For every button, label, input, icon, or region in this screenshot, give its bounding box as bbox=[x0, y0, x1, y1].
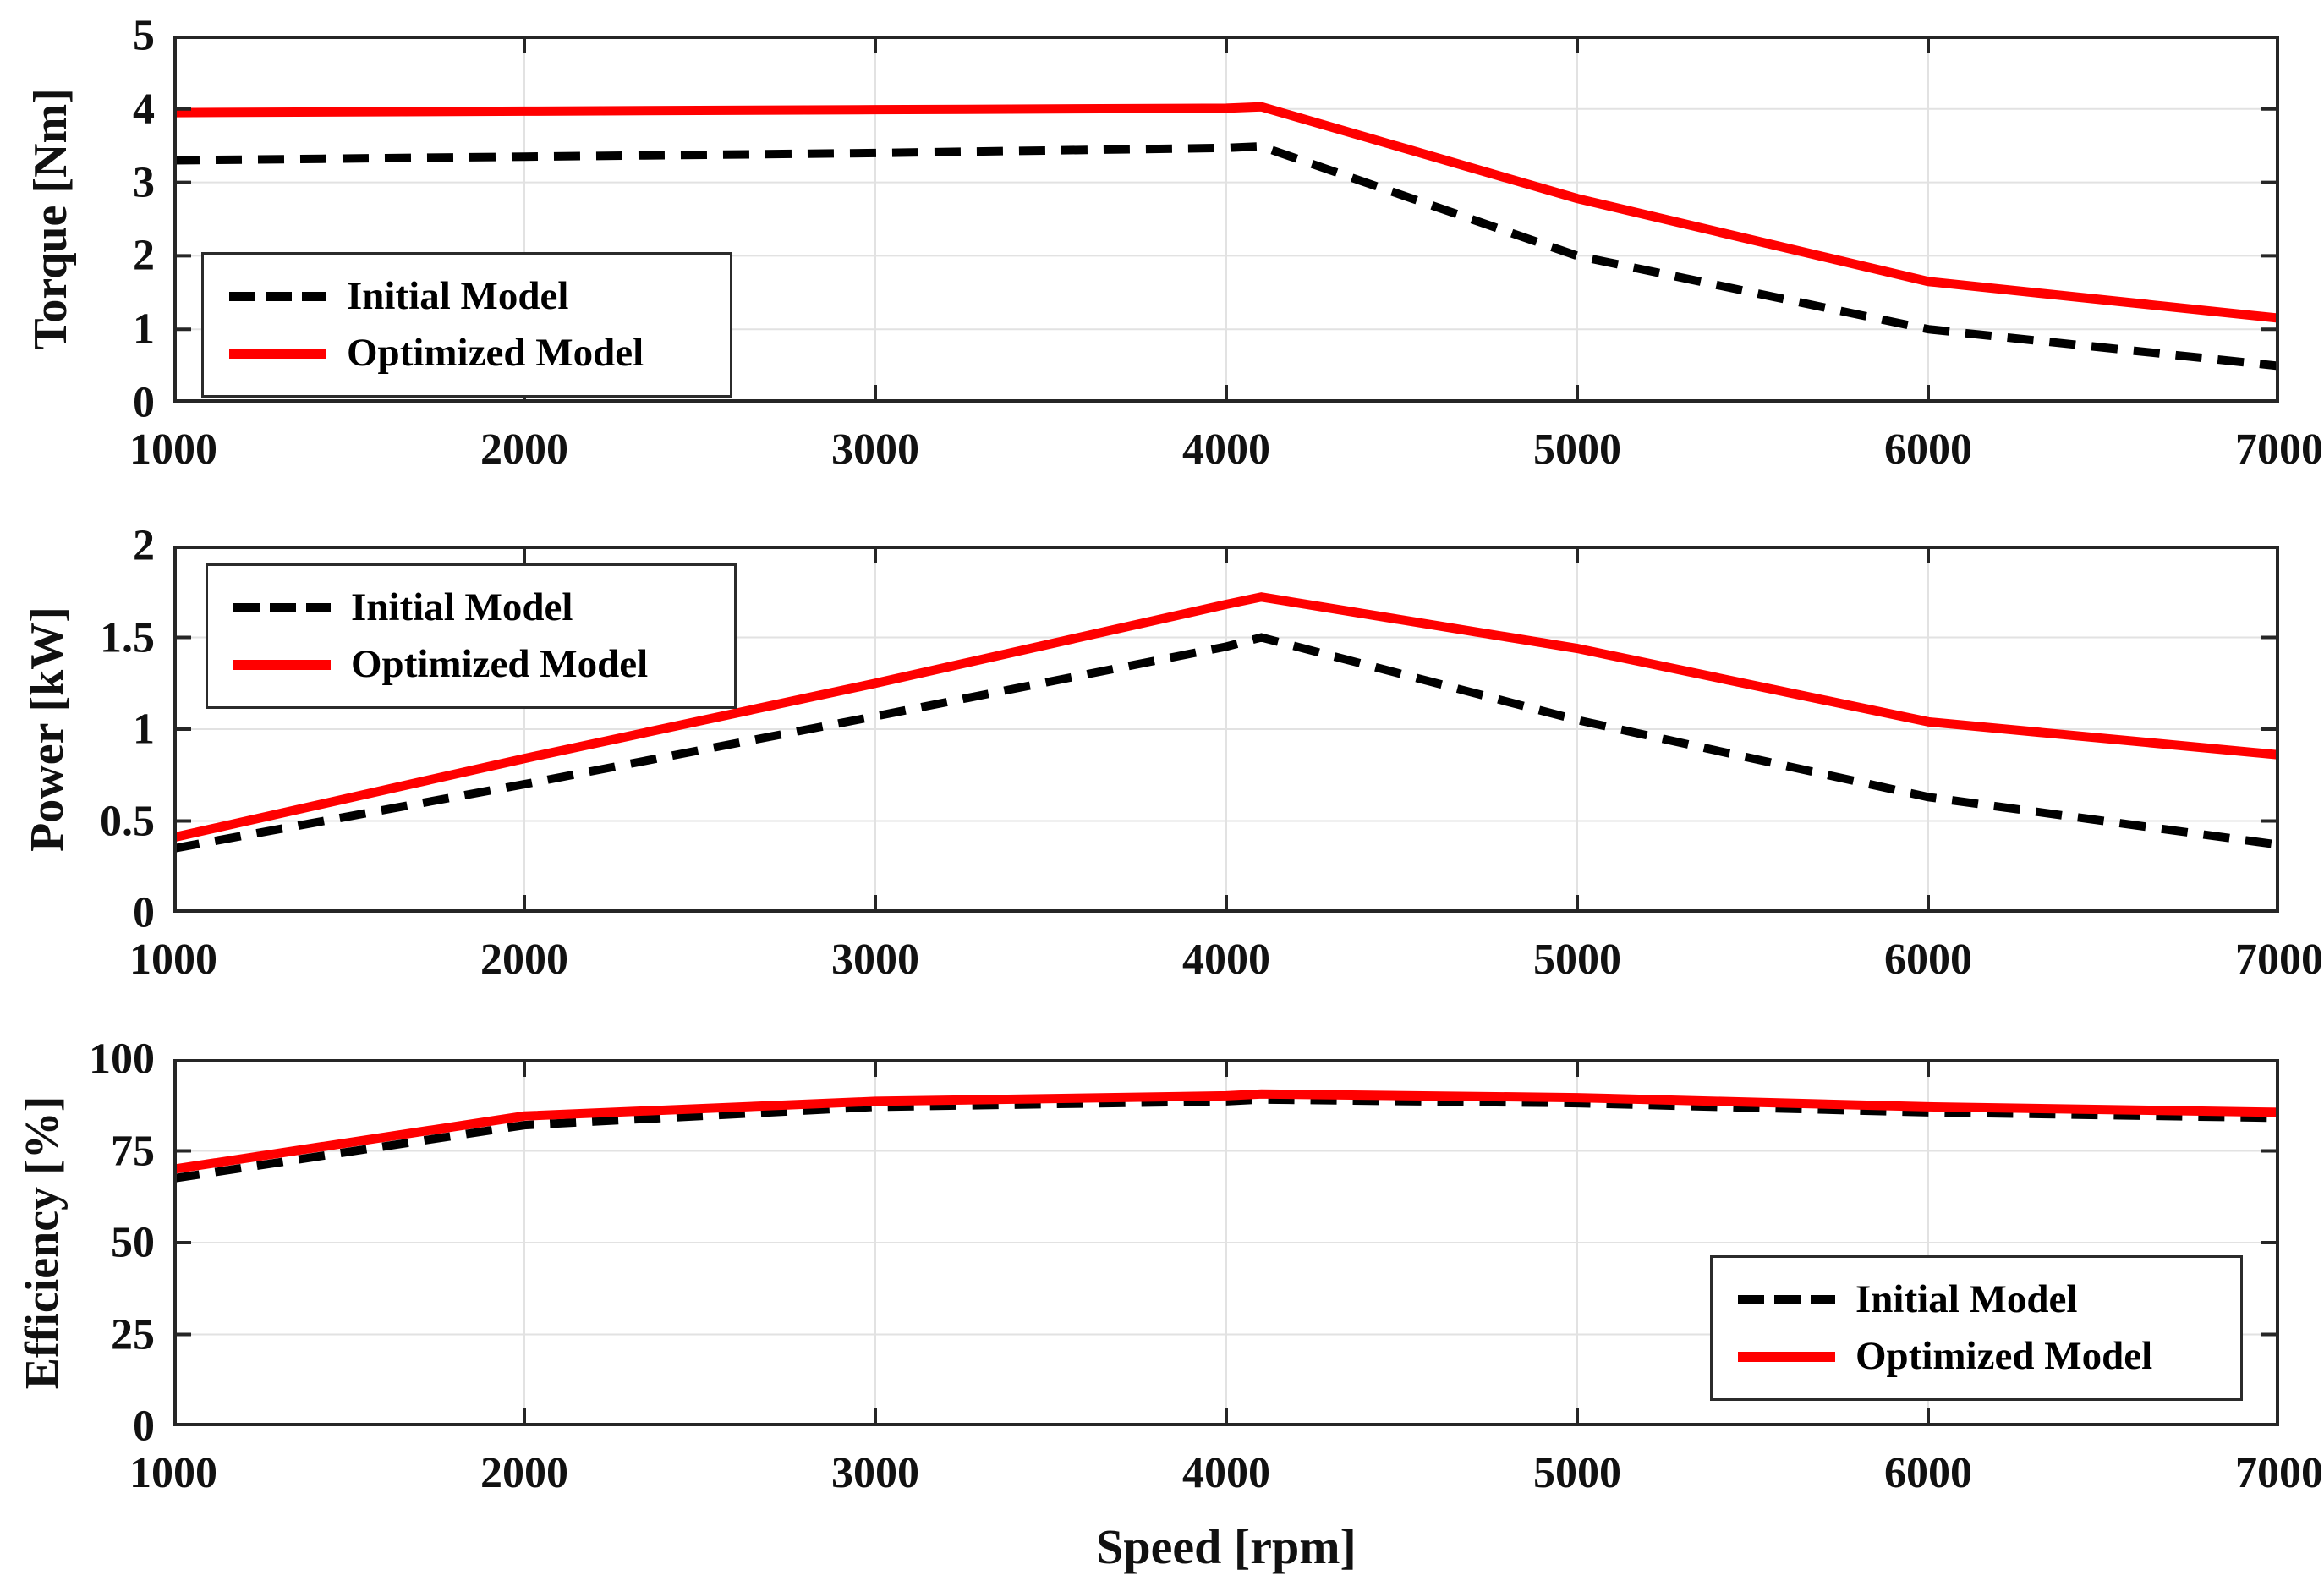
x-tick-label: 1000 bbox=[129, 936, 217, 984]
solid-line-sample bbox=[229, 348, 326, 359]
y-tick-label: 0 bbox=[133, 888, 155, 937]
series-initial-model bbox=[173, 1095, 2279, 1183]
axes-frame bbox=[173, 1059, 2279, 1426]
x-tick-label: 4000 bbox=[1182, 1449, 1270, 1497]
legend-entry-optimized: Optimized Model bbox=[1738, 1337, 2232, 1376]
x-tick-label: 7000 bbox=[2235, 1449, 2323, 1497]
legend-entry-initial: Initial Model bbox=[229, 277, 721, 316]
series-optimized-model bbox=[173, 1089, 2279, 1174]
legend-torque: Initial Model Optimized Model bbox=[201, 252, 732, 398]
legend-efficiency: Initial Model Optimized Model bbox=[1710, 1255, 2243, 1401]
x-tick-label: 2000 bbox=[480, 1449, 568, 1497]
axes-frame bbox=[173, 36, 2279, 403]
series-initial-model bbox=[173, 633, 2279, 853]
y-tick-label: 2 bbox=[133, 521, 155, 570]
y-tick-label: 1 bbox=[133, 305, 155, 354]
y-tick-label: 0.5 bbox=[100, 797, 155, 845]
x-tick-label: 1000 bbox=[129, 425, 217, 474]
y-tick-label: 75 bbox=[111, 1127, 155, 1175]
y-tick-label: 2 bbox=[133, 231, 155, 280]
legend-label-initial: Initial Model bbox=[347, 274, 569, 318]
x-tick-label: 7000 bbox=[2235, 425, 2323, 474]
x-tick-label: 4000 bbox=[1182, 936, 1270, 984]
x-tick-label: 3000 bbox=[831, 936, 919, 984]
series-optimized-model bbox=[173, 102, 2279, 323]
y-tick-label: 25 bbox=[111, 1310, 155, 1359]
legend-label-optimized: Optimized Model bbox=[1855, 1334, 2153, 1378]
legend-entry-initial: Initial Model bbox=[233, 588, 726, 628]
y-tick-label: 50 bbox=[111, 1218, 155, 1267]
axes-frame bbox=[173, 546, 2279, 913]
legend-power: Initial Model Optimized Model bbox=[206, 563, 737, 709]
y-tick-label: 1.5 bbox=[100, 613, 155, 662]
x-tick-label: 5000 bbox=[1533, 1449, 1621, 1497]
x-tick-label: 3000 bbox=[831, 425, 919, 474]
x-tick-label: 1000 bbox=[129, 1449, 217, 1497]
x-tick-label: 3000 bbox=[831, 1449, 919, 1497]
legend-entry-optimized: Optimized Model bbox=[233, 645, 726, 684]
x-tick-label: 2000 bbox=[480, 425, 568, 474]
x-tick-label: 5000 bbox=[1533, 936, 1621, 984]
solid-line-sample bbox=[1738, 1351, 1835, 1362]
dashed-line-sample bbox=[1738, 1295, 1835, 1304]
y-tick-label: 1 bbox=[133, 705, 155, 754]
legend-label-initial: Initial Model bbox=[1855, 1277, 2078, 1321]
solid-line-sample bbox=[233, 659, 331, 670]
y-tick-label: 4 bbox=[133, 85, 155, 134]
x-tick-label: 4000 bbox=[1182, 425, 1270, 474]
dashed-line-sample bbox=[233, 603, 331, 612]
legend-label-initial: Initial Model bbox=[351, 585, 573, 629]
y-tick-label: 0 bbox=[133, 378, 155, 427]
x-tick-label: 6000 bbox=[1884, 425, 1972, 474]
x-tick-label: 6000 bbox=[1884, 936, 1972, 984]
y-tick-label: 100 bbox=[89, 1035, 155, 1084]
legend-label-optimized: Optimized Model bbox=[347, 331, 644, 375]
legend-entry-optimized: Optimized Model bbox=[229, 333, 721, 373]
x-tick-label: 7000 bbox=[2235, 936, 2323, 984]
x-tick-label: 5000 bbox=[1533, 425, 1621, 474]
efficiency-plot bbox=[173, 1059, 2279, 1426]
y-tick-label: 0 bbox=[133, 1402, 155, 1451]
x-tick-label: 6000 bbox=[1884, 1449, 1972, 1497]
legend-entry-initial: Initial Model bbox=[1738, 1280, 2232, 1320]
dashed-line-sample bbox=[229, 292, 326, 301]
series-optimized-model bbox=[173, 592, 2279, 843]
y-tick-label: 3 bbox=[133, 158, 155, 207]
series-initial-model bbox=[173, 142, 2279, 371]
y-tick-label: 5 bbox=[133, 11, 155, 60]
power-plot bbox=[173, 546, 2279, 913]
legend-label-optimized: Optimized Model bbox=[351, 642, 649, 686]
speed-axis-label: Speed [rpm] bbox=[1096, 1519, 1357, 1574]
x-tick-label: 2000 bbox=[480, 936, 568, 984]
